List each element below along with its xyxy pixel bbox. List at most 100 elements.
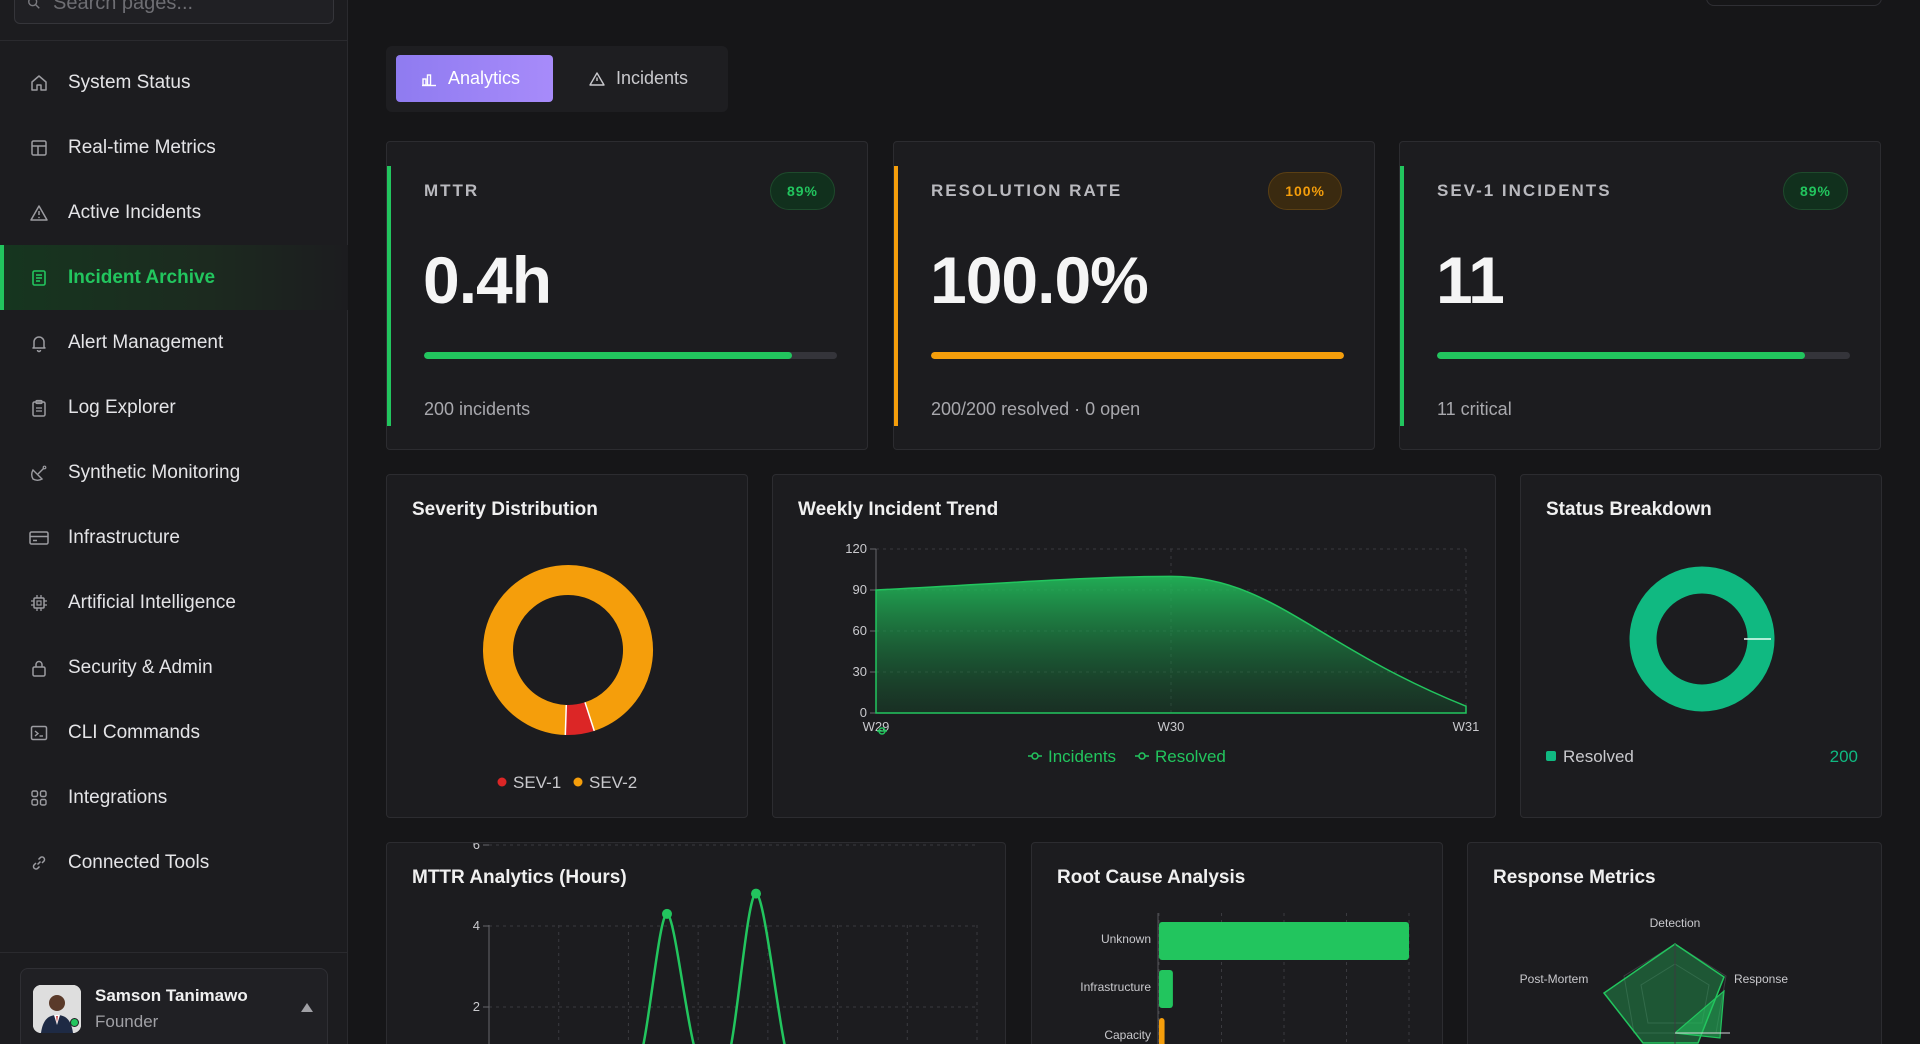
link-icon [28,852,50,874]
kpi-subtext: 11 critical [1437,399,1512,419]
status-breakdown-panel: Status Breakdown Resolved 200 [1520,474,1882,818]
panel-title: Severity Distribution [412,499,598,520]
tab-label: Incidents [616,68,689,88]
legend-label-sev1: SEV-1 [513,773,561,792]
search-icon [28,0,40,9]
severity-distribution-panel: Severity Distribution SEV-1 SEV-2 [386,474,748,818]
y-axis-ticks: 2468 [473,843,489,1014]
clipboard-icon [28,397,50,419]
sidebar-item-incident-archive[interactable]: Incident Archive [0,245,348,310]
kpi-title: RESOLUTION RATE [931,181,1123,200]
mttr-line-chart: 2468 [473,843,978,1044]
radar-axis-label-detection: Detection [1650,916,1701,930]
sidebar-item-infrastructure[interactable]: Infrastructure [0,505,348,570]
avatar-icon [33,985,81,1033]
online-status-dot [70,1018,79,1027]
sidebar: System Status Real-time Metrics Active I… [0,0,348,1044]
radar-axis-label-response: Response [1734,972,1788,986]
lock-icon [28,657,50,679]
mttr-analytics-panel: MTTR Analytics (Hours) 2468 [386,842,1006,1044]
sidebar-item-system-status[interactable]: System Status [0,50,348,115]
y-tick-label: 4 [473,918,480,933]
y-tick-label: 30 [853,664,867,679]
panel-title: Response Metrics [1493,867,1656,888]
radar-axis-label-post-mortem: Post-Mortem [1520,972,1589,986]
legend-label-resolved: Resolved [1155,747,1226,766]
bell-icon [28,332,50,354]
user-role: Founder [95,1012,159,1031]
sidebar-item-label: Incident Archive [68,266,216,288]
radar-series-area-2 [1673,989,1725,1039]
dashboard-icon [28,137,50,159]
kpi-progress-bar [931,352,1344,359]
kpi-value: 0.4h [423,243,552,317]
sidebar-nav: System Status Real-time Metrics Active I… [0,50,348,895]
sidebar-divider [0,952,348,953]
response-metrics-panel: Response Metrics Detection Response Post… [1467,842,1882,1044]
tab-incidents[interactable]: Incidents [564,55,712,102]
bar-label-capacity: Capacity [1104,1028,1151,1042]
bar-chart-icon [422,73,436,86]
kpi-subtext: 200 incidents [424,399,531,419]
kpi-value: 100.0% [930,243,1149,317]
donut-slice-sev-2 [483,565,653,735]
satellite-icon [28,462,50,484]
bar-infrastructure [1159,970,1173,1008]
tab-label: Analytics [448,68,521,88]
incidents-area [875,575,1467,714]
sidebar-item-active-incidents[interactable]: Active Incidents [0,180,348,245]
y-tick-label: 6 [473,843,480,852]
kpi-progress-fill [1437,352,1805,359]
sidebar-item-label: Security & Admin [68,656,213,678]
mttr-line [642,892,786,1044]
legend-label-sev2: SEV-2 [589,773,637,792]
kpi-progress-bar [424,352,837,359]
sidebar-item-realtime-metrics[interactable]: Real-time Metrics [0,115,348,180]
legend-dot-resolved [1138,752,1146,760]
sidebar-item-label: Log Explorer [68,396,176,418]
chevron-up-icon[interactable] [301,1003,313,1012]
x-tick-label: W30 [1158,719,1185,734]
warning-icon [28,202,50,224]
tab-analytics[interactable]: Analytics [396,55,553,102]
kpi-progress-fill [931,352,1344,359]
donut-separator [564,704,568,735]
sidebar-item-artificial-intelligence[interactable]: Artificial Intelligence [0,570,348,635]
sidebar-item-synthetic-monitoring[interactable]: Synthetic Monitoring [0,440,348,505]
x-tick-label: W31 [1453,719,1480,734]
legend-swatch-sev1 [497,777,507,787]
legend-swatch-sev2 [573,777,583,787]
grid-icon [28,787,50,809]
y-axis-ticks: 0 30 60 90 120 [845,541,876,720]
user-menu[interactable]: Samson Tanimawo Founder [20,968,328,1044]
kpi-card-resolution-rate: RESOLUTION RATE 100% 100.0% 200/200 reso… [893,141,1375,450]
panel-title: MTTR Analytics (Hours) [412,867,627,888]
kpi-progress-bar [1437,352,1850,359]
search-box[interactable] [14,0,334,24]
panel-title: Root Cause Analysis [1057,867,1246,888]
sidebar-item-connected-tools[interactable]: Connected Tools [0,830,348,895]
severity-donut-chart: SEV-1 SEV-2 [483,565,653,792]
search-input[interactable] [53,0,313,15]
sidebar-divider [0,40,348,41]
legend-dot-incidents [1031,752,1039,760]
sidebar-item-alert-management[interactable]: Alert Management [0,310,348,375]
y-tick-label: 90 [853,582,867,597]
cpu-icon [28,592,50,614]
kpi-title: SEV-1 INCIDENTS [1437,181,1612,200]
y-tick-label: 60 [853,623,867,638]
kpi-card-mttr: MTTR 89% 0.4h 200 incidents [386,141,868,450]
sidebar-item-security-admin[interactable]: Security & Admin [0,635,348,700]
header-control[interactable] [1706,0,1882,6]
legend-value-resolved: 200 [1830,747,1858,766]
kpi-accent-bar [1400,166,1404,426]
legend-marker-incidents [878,727,886,735]
warning-icon [589,71,605,86]
severity-donut [483,565,653,735]
user-name: Samson Tanimawo [95,986,248,1005]
root-cause-panel: Root Cause Analysis Unknown Infrastructu… [1031,842,1443,1044]
sidebar-item-integrations[interactable]: Integrations [0,765,348,830]
sidebar-item-cli-commands[interactable]: CLI Commands [0,700,348,765]
sidebar-item-log-explorer[interactable]: Log Explorer [0,375,348,440]
